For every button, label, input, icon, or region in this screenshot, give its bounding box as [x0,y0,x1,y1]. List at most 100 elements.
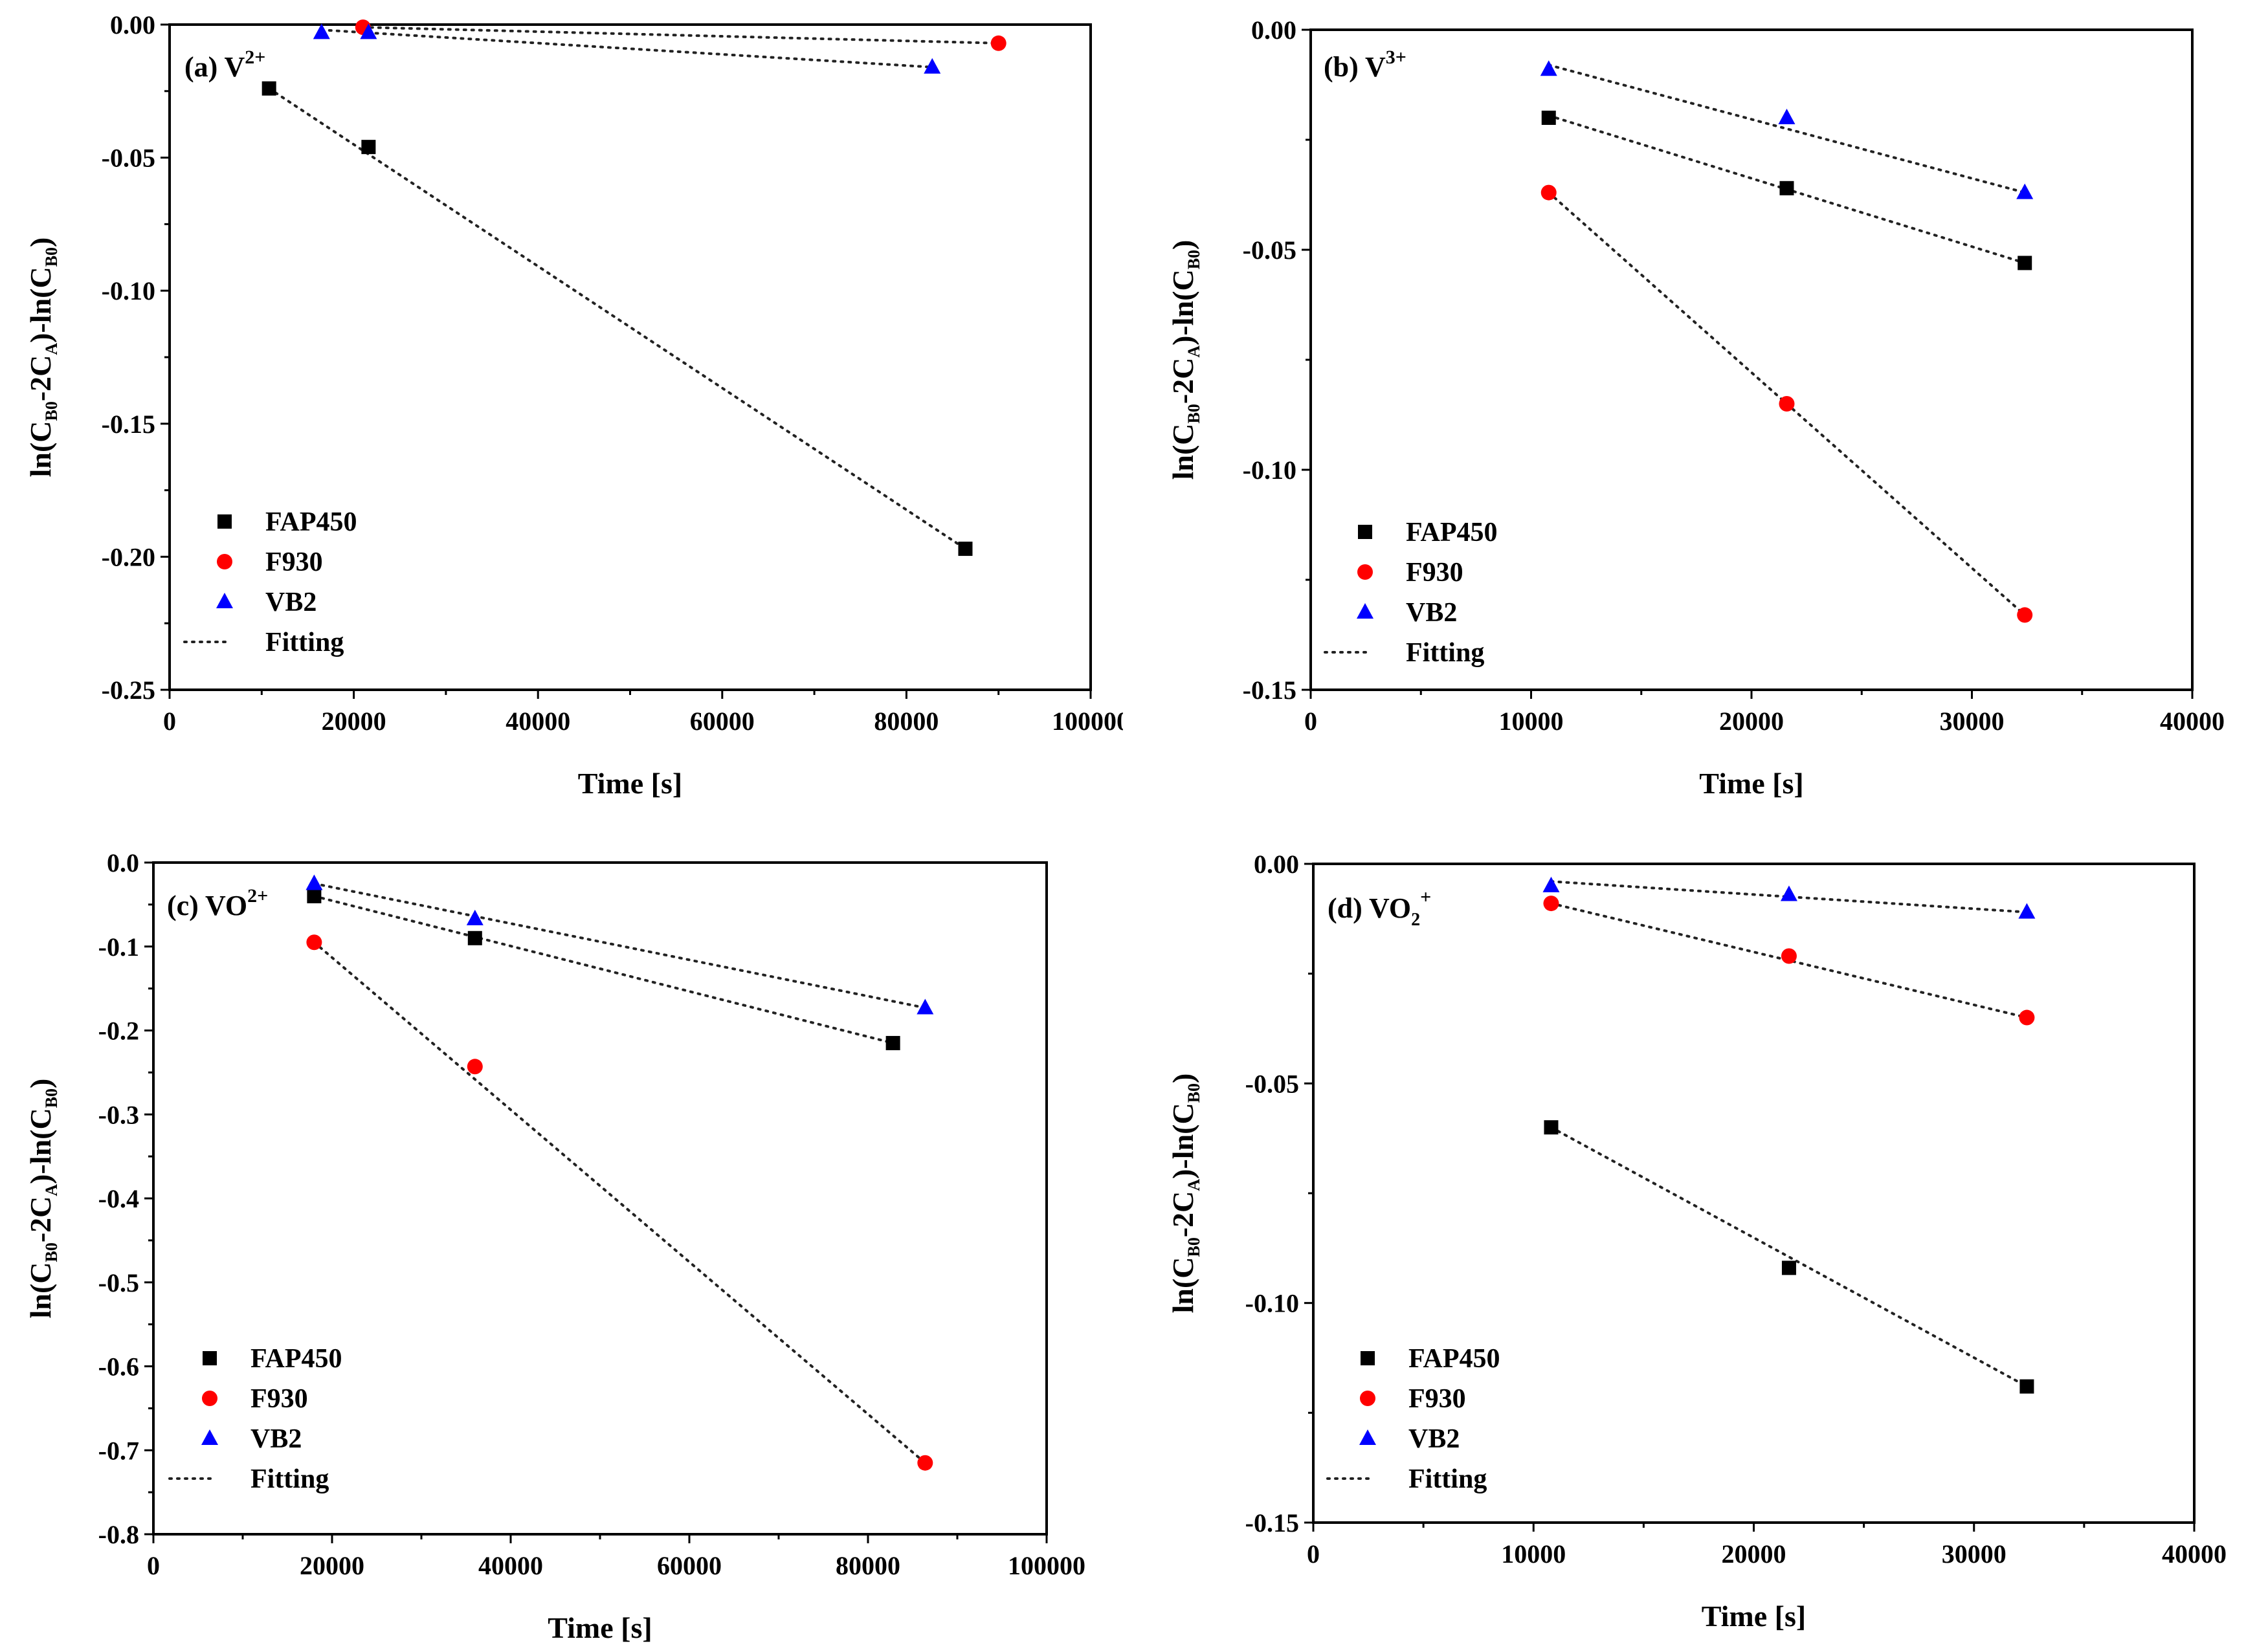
panel-label: (b) V3+ [1324,47,1407,83]
x-tick-label: 30000 [1942,1539,2007,1569]
fit-line-fap450 [267,87,967,551]
x-tick-label: 100000 [1008,1551,1085,1580]
y-tick-label: -0.10 [1245,1289,1299,1318]
legend-swatch-f930 [202,1391,217,1406]
legend-swatch-f930 [1360,1391,1375,1406]
y-tick-label: 0.00 [110,10,155,39]
data-point-vb2 [306,874,323,890]
chart-panel-a: 0 20000 40000 60000 80000 100000 0.00 -0.05 -0.1… [24,10,1123,800]
data-point-fap450 [261,81,276,96]
legend-label-fap450: FAP450 [265,507,357,537]
x-tick-label: 40000 [506,707,570,736]
y-tick-label: -0.10 [102,276,155,305]
data-point-fap450 [1544,1120,1559,1135]
y-tick-label: 0.0 [107,848,139,877]
legend-label-vb2: VB2 [265,588,317,617]
legend-label-fitting: Fitting [250,1464,329,1494]
legend-label-fap450: FAP450 [1408,1344,1500,1374]
legend-label-vb2: VB2 [1406,598,1457,628]
y-tick-label: -0.25 [102,676,155,705]
fit-line-fap450 [1550,1126,2029,1388]
fit-line-vb2 [313,882,927,1009]
data-point-fap450 [467,931,482,945]
y-tick-label: -0.2 [98,1017,139,1046]
x-tick-label: 10000 [1501,1539,1566,1569]
data-point-vb2 [1778,109,1796,124]
x-tick-label: 40000 [2160,707,2225,736]
legend-swatch-vb2 [201,1429,218,1445]
panel-label: (d) VO2+ [1328,887,1431,930]
y-tick-label: -0.10 [1243,456,1296,485]
data-point-vb2 [2016,183,2034,199]
data-point-f930 [1781,948,1797,964]
y-axis-title: ln(CB0-2CA)-ln(CB0) [1166,240,1203,480]
y-tick-label: -0.15 [1245,1508,1299,1537]
legend-label-f930: F930 [265,547,323,577]
legend-label-vb2: VB2 [1408,1424,1460,1454]
fit-line-vb2 [320,28,934,69]
data-point-fap450 [361,140,376,155]
data-point-fap450 [307,888,322,903]
y-tick-label: -0.7 [98,1436,139,1465]
y-tick-label: -0.15 [1243,676,1296,705]
plot-frame [1309,28,2194,691]
y-axis-title: ln(CB0-2CA)-ln(CB0) [24,237,61,478]
data-point-f930 [467,1059,483,1075]
legend-label-f930: F930 [250,1384,308,1414]
panel-label: (a) V2+ [184,47,265,83]
y-tick-label: -0.20 [102,542,155,571]
chart-panel-d: 0 10000 20000 30000 40000 0.00 -0.05 -0.10 -0.15… [1166,850,2227,1633]
data-point-fap450 [885,1035,900,1050]
legend-label-f930: F930 [1406,558,1463,588]
data-point-fap450 [2018,256,2032,270]
x-tick-label: 10000 [1499,707,1564,736]
x-axis-title: Time [s] [1699,767,1803,800]
data-point-vb2 [1542,876,1560,892]
x-tick-label: 20000 [300,1551,364,1580]
y-tick-label: -0.15 [102,410,155,439]
x-tick-label: 40000 [2162,1539,2227,1569]
data-point-vb2 [313,23,330,39]
y-tick-label: -0.3 [98,1100,139,1129]
panel-label: (c) VO2+ [167,885,268,921]
x-tick-label: 0 [1304,707,1317,736]
legend-label-f930: F930 [1408,1384,1466,1414]
y-axis-title: ln(CB0-2CA)-ln(CB0) [24,1079,61,1319]
legend-swatch-fap450 [1361,1351,1375,1365]
data-point-f930 [1540,184,1557,201]
data-point-f930 [1779,396,1795,412]
x-tick-label: 20000 [1719,707,1784,736]
data-point-fap450 [1541,111,1556,125]
fit-line-vb2 [1547,63,2027,194]
data-point-f930 [917,1455,933,1471]
x-tick-label: 20000 [1722,1539,1786,1569]
legend-label-fap450: FAP450 [250,1344,342,1374]
data-point-vb2 [924,58,941,74]
data-point-f930 [990,35,1006,51]
legend-swatch-fap450 [217,514,232,529]
fit-line-vb2 [1550,880,2029,914]
x-tick-label: 0 [163,707,176,736]
y-tick-label: -0.05 [1243,236,1296,265]
y-tick-label: -0.05 [1245,1069,1299,1098]
data-point-vb2 [917,998,934,1015]
data-point-f930 [1543,896,1559,912]
y-tick-label: -0.1 [98,932,139,962]
fit-line-fap450 [313,894,895,1044]
data-point-f930 [2017,607,2033,623]
x-tick-label: 80000 [836,1551,900,1580]
legend-swatch-vb2 [216,593,233,608]
legend-swatch-f930 [217,554,232,569]
y-tick-label: -0.5 [98,1268,139,1297]
data-point-fap450 [2019,1379,2034,1394]
x-tick-label: 20000 [322,707,386,736]
legend-swatch-vb2 [1359,1429,1376,1445]
data-point-f930 [306,934,322,951]
legend-label-fitting: Fitting [1408,1464,1487,1494]
data-point-fap450 [1779,181,1794,195]
x-tick-label: 60000 [690,707,755,736]
legend-label-fap450: FAP450 [1406,518,1498,547]
legend-label-fitting: Fitting [265,628,344,657]
legend-swatch-vb2 [1357,603,1373,619]
data-point-f930 [2019,1009,2035,1026]
